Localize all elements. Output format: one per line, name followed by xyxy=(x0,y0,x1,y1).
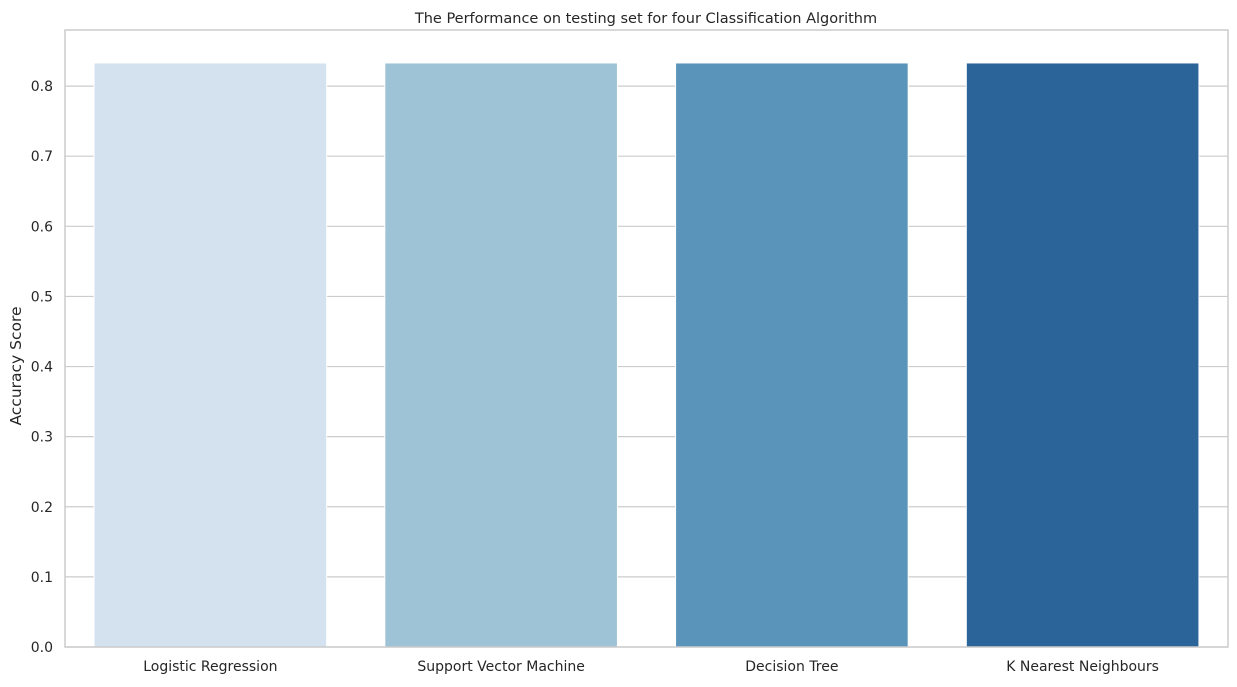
x-tick-label: Logistic Regression xyxy=(143,659,277,675)
axes-frame xyxy=(64,29,1229,648)
x-tick-labels: Logistic Regression Support Vector Machin… xyxy=(143,659,1159,675)
chart-title: The Performance on testing set for four … xyxy=(414,11,877,27)
y-tick-labels: 0.0 0.1 0.2 0.3 0.4 0.5 0.6 0.7 0.8 xyxy=(31,79,53,656)
x-tick-label: Decision Tree xyxy=(745,659,838,675)
y-tick-label: 0.4 xyxy=(31,360,53,376)
y-tick-label: 0.8 xyxy=(31,79,53,95)
bar xyxy=(384,62,618,648)
bars-layer xyxy=(93,62,1200,648)
y-tick-label: 0.1 xyxy=(31,570,53,586)
y-tick-label: 0.2 xyxy=(31,500,53,516)
y-tick-label: 0.3 xyxy=(31,430,53,446)
y-tick-label: 0.0 xyxy=(31,640,53,656)
y-axis-label: Accuracy Score xyxy=(7,306,25,425)
bar xyxy=(675,62,909,648)
spine-layer xyxy=(64,29,1229,648)
x-tick-label: K Nearest Neighbours xyxy=(1006,659,1159,675)
y-tick-label: 0.5 xyxy=(31,289,53,305)
y-tick-label: 0.6 xyxy=(31,219,53,235)
y-tick-label: 0.7 xyxy=(31,149,53,165)
x-tick-label: Support Vector Machine xyxy=(417,659,584,675)
bar xyxy=(93,62,328,648)
bar xyxy=(965,62,1200,648)
